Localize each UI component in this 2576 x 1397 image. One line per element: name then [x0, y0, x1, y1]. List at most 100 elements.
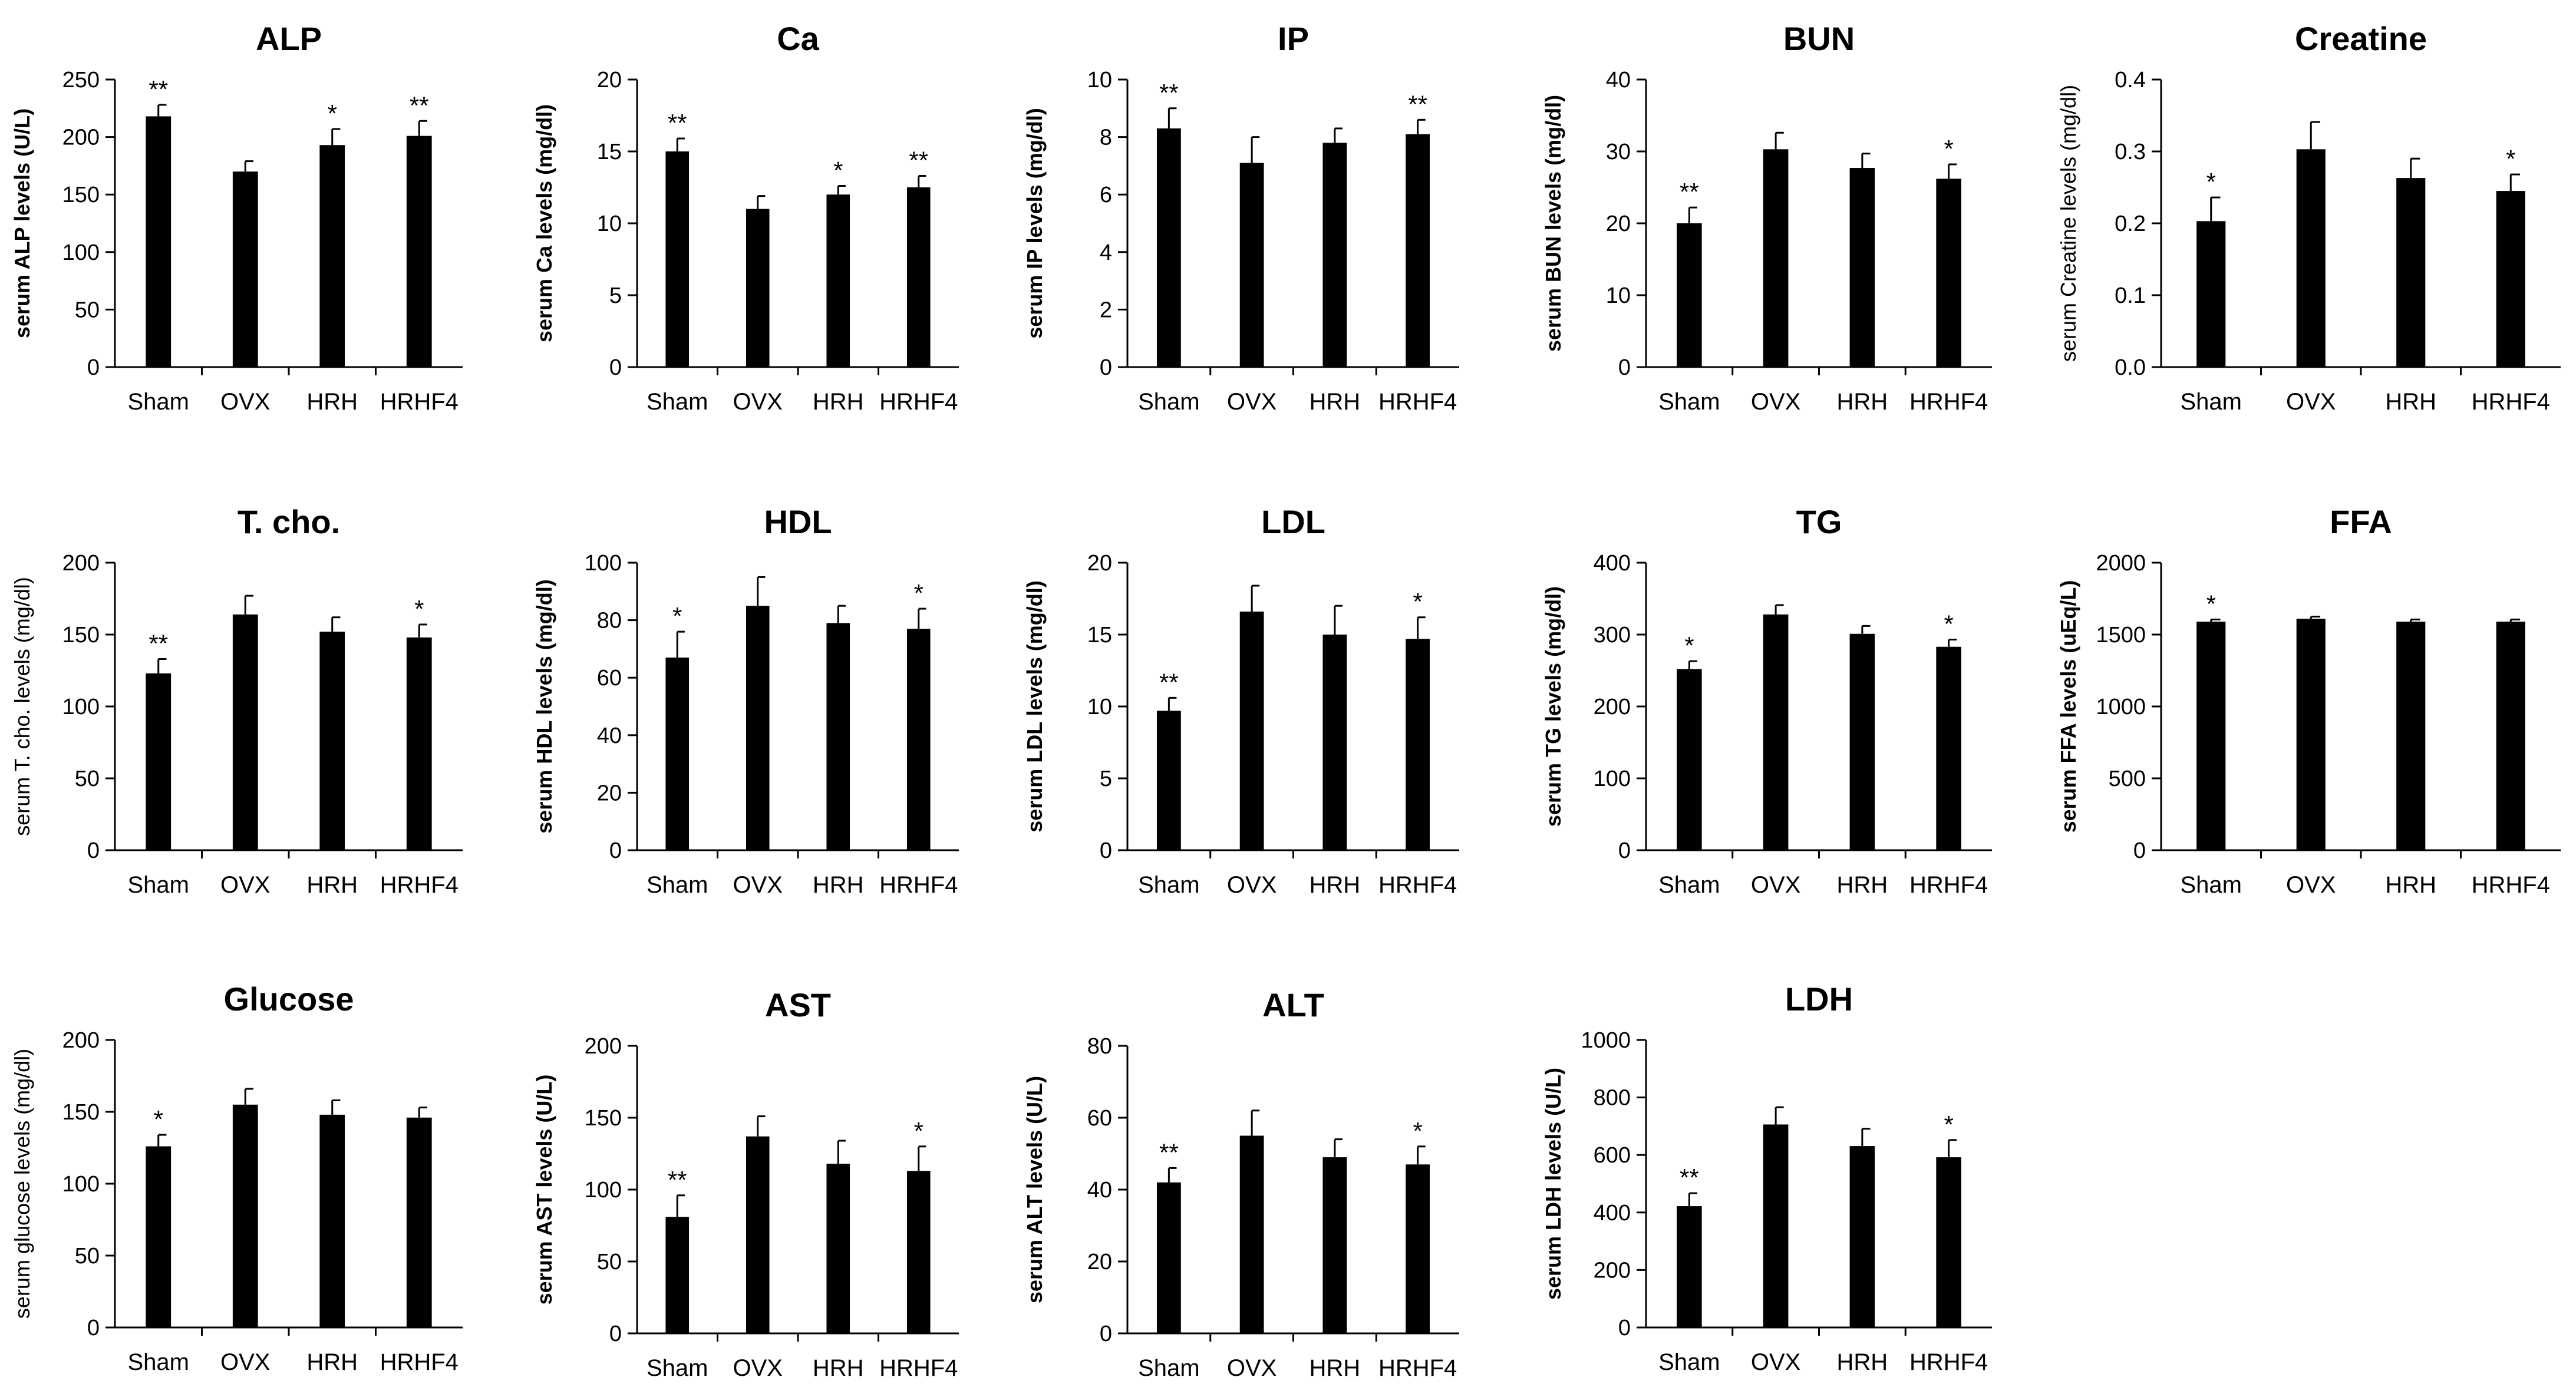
bar	[665, 151, 690, 367]
category-label: Sham	[128, 1349, 190, 1375]
y-tick-label: 30	[1606, 140, 1631, 164]
chart-panel: LDL serum LDL levels (mg/dl) 0 5 10 15 20 Sham *…	[1023, 503, 1459, 898]
y-tick-label: 0.1	[2115, 283, 2146, 308]
y-tick-label: 100	[1594, 767, 1631, 791]
chart-title: ALP	[256, 20, 322, 57]
y-tick-label: 5	[1100, 767, 1112, 791]
significance-mark: *	[1944, 135, 1953, 163]
bar	[2396, 178, 2426, 367]
significance-mark: **	[909, 146, 928, 174]
bar	[1763, 1124, 1789, 1327]
bar	[826, 623, 850, 850]
bar	[1239, 163, 1264, 367]
y-tick-label: 80	[1087, 1034, 1112, 1059]
chart-title: IP	[1278, 20, 1309, 57]
significance-mark: *	[833, 157, 843, 184]
category-label: HRHF4	[1909, 389, 1988, 415]
y-tick-label: 200	[585, 1034, 622, 1059]
y-tick-label: 0.4	[2115, 68, 2146, 93]
significance-mark: **	[1408, 90, 1427, 118]
chart-title: Ca	[777, 20, 819, 57]
category-label: HRHF4	[2472, 872, 2550, 898]
bar	[1239, 611, 1264, 850]
bar	[1677, 669, 1702, 850]
significance-mark: *	[1413, 1117, 1422, 1145]
bar	[2296, 619, 2326, 850]
chart-title: FFA	[2330, 503, 2392, 540]
bar	[1763, 149, 1789, 367]
chart-title: HDL	[764, 503, 832, 540]
y-axis-label: serum Creatine levels (mg/dl)	[2056, 85, 2080, 362]
bar	[665, 658, 690, 850]
y-tick-label: 5	[609, 283, 622, 308]
chart-panel: HDL serum HDL levels (mg/dl) 0 20 40 60 80 100 S…	[532, 503, 959, 898]
chart-title: Creatine	[2295, 20, 2427, 57]
chart-title: LDL	[1261, 503, 1325, 540]
y-tick-label: 1000	[1581, 1028, 1631, 1053]
category-label: Sham	[647, 389, 708, 415]
y-tick-label: 0	[609, 1322, 622, 1346]
y-tick-label: 40	[1606, 68, 1631, 93]
bar	[319, 145, 345, 367]
y-tick-label: 0.2	[2115, 212, 2146, 236]
y-axis-label: serum HDL levels (mg/dl)	[532, 579, 556, 833]
category-label: OVX	[733, 389, 783, 415]
y-axis-label: serum Ca levels (mg/dl)	[532, 104, 556, 342]
y-tick-label: 15	[1087, 623, 1112, 648]
category-label: OVX	[1227, 1355, 1277, 1381]
y-tick-label: 250	[62, 68, 100, 93]
bar	[1406, 639, 1430, 850]
bar	[665, 1217, 690, 1333]
y-tick-label: 0	[87, 838, 100, 863]
category-label: HRH	[306, 872, 358, 898]
chart-title: LDH	[1785, 980, 1853, 1018]
category-label: OVX	[220, 1349, 270, 1375]
category-label: Sham	[2181, 389, 2242, 415]
y-tick-label: 20	[1606, 212, 1631, 236]
bar	[1406, 1164, 1430, 1333]
chart-panel: Ca serum Ca levels (mg/dl) 0 5 10 15 20 Sham ** O…	[532, 20, 959, 415]
bar	[1677, 1206, 1702, 1327]
y-tick-label: 200	[62, 551, 100, 576]
y-tick-label: 20	[597, 68, 622, 93]
y-tick-label: 40	[597, 724, 622, 748]
y-tick-label: 40	[1087, 1178, 1112, 1203]
bar	[232, 1104, 258, 1327]
chart-panel: Glucose serum glucose levels (mg/dl) 0 50 10…	[10, 980, 463, 1375]
category-label: Sham	[2181, 872, 2242, 898]
y-tick-label: 200	[1594, 695, 1631, 719]
category-label: HRHF4	[879, 872, 958, 898]
category-label: OVX	[220, 389, 270, 415]
y-axis-label: serum LDH levels (U/L)	[1541, 1068, 1565, 1300]
bar	[146, 1146, 171, 1327]
significance-mark: *	[672, 602, 682, 630]
y-tick-label: 200	[62, 1028, 100, 1053]
bar	[1936, 179, 1961, 367]
y-tick-label: 0	[2133, 838, 2146, 863]
category-label: Sham	[1138, 872, 1200, 898]
significance-mark: *	[414, 595, 424, 623]
category-label: HRH	[306, 389, 358, 415]
category-label: OVX	[2286, 389, 2336, 415]
significance-mark: *	[2206, 590, 2216, 617]
y-tick-label: 600	[1594, 1143, 1631, 1168]
y-tick-label: 150	[62, 623, 100, 648]
y-tick-label: 0	[1618, 838, 1631, 863]
chart-title: TG	[1796, 503, 1842, 540]
y-axis-label: serum IP levels (mg/dl)	[1023, 108, 1047, 338]
significance-mark: **	[1159, 79, 1179, 107]
significance-mark: *	[914, 579, 923, 607]
y-tick-label: 0	[1100, 1322, 1112, 1346]
bar	[906, 187, 931, 367]
y-tick-label: 10	[1087, 695, 1112, 719]
significance-mark: **	[668, 109, 687, 137]
category-label: OVX	[1227, 872, 1277, 898]
y-tick-label: 150	[62, 183, 100, 207]
bar	[1322, 1157, 1347, 1333]
bar	[906, 629, 931, 850]
chart-panel: LDH serum LDH levels (U/L) 0 200 400 600 800 10…	[1541, 980, 1992, 1375]
bar	[232, 614, 258, 850]
y-tick-label: 100	[62, 695, 100, 719]
category-label: Sham	[1658, 1349, 1720, 1375]
